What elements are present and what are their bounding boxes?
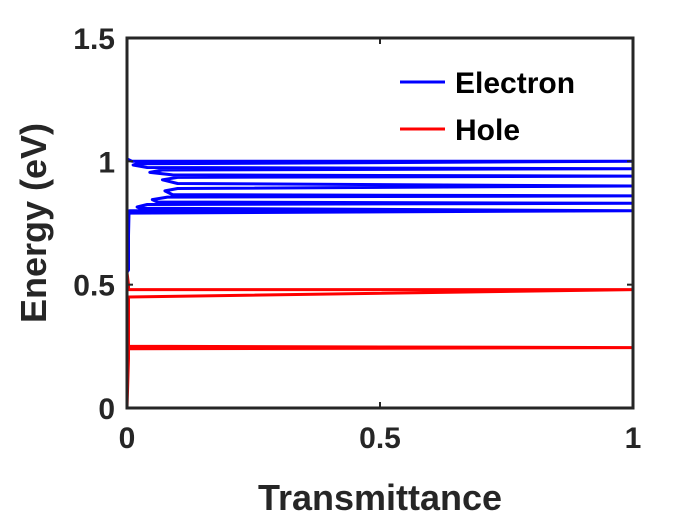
y-tick-label: 1.5 bbox=[73, 23, 115, 56]
x-tick-label: 1 bbox=[625, 422, 642, 455]
x-axis-label: Transmittance bbox=[258, 477, 502, 518]
y-tick-labels: 0 0.5 1 1.5 bbox=[73, 23, 115, 426]
legend-label-hole: Hole bbox=[455, 114, 520, 147]
y-axis-label: Energy (eV) bbox=[13, 123, 54, 323]
series-line-electron bbox=[125, 72, 635, 274]
legend: Electron Hole bbox=[400, 67, 575, 147]
y-tick-label: 0.5 bbox=[73, 270, 115, 303]
ticks-layer bbox=[126, 37, 634, 409]
legend-label-electron: Electron bbox=[455, 67, 575, 100]
x-tick-label: 0.5 bbox=[359, 422, 401, 455]
x-tick-labels: 0 0.5 1 bbox=[119, 422, 642, 455]
y-tick-label: 0 bbox=[98, 393, 115, 426]
y-tick-label: 1 bbox=[98, 146, 115, 179]
x-tick-label: 0 bbox=[119, 422, 136, 455]
